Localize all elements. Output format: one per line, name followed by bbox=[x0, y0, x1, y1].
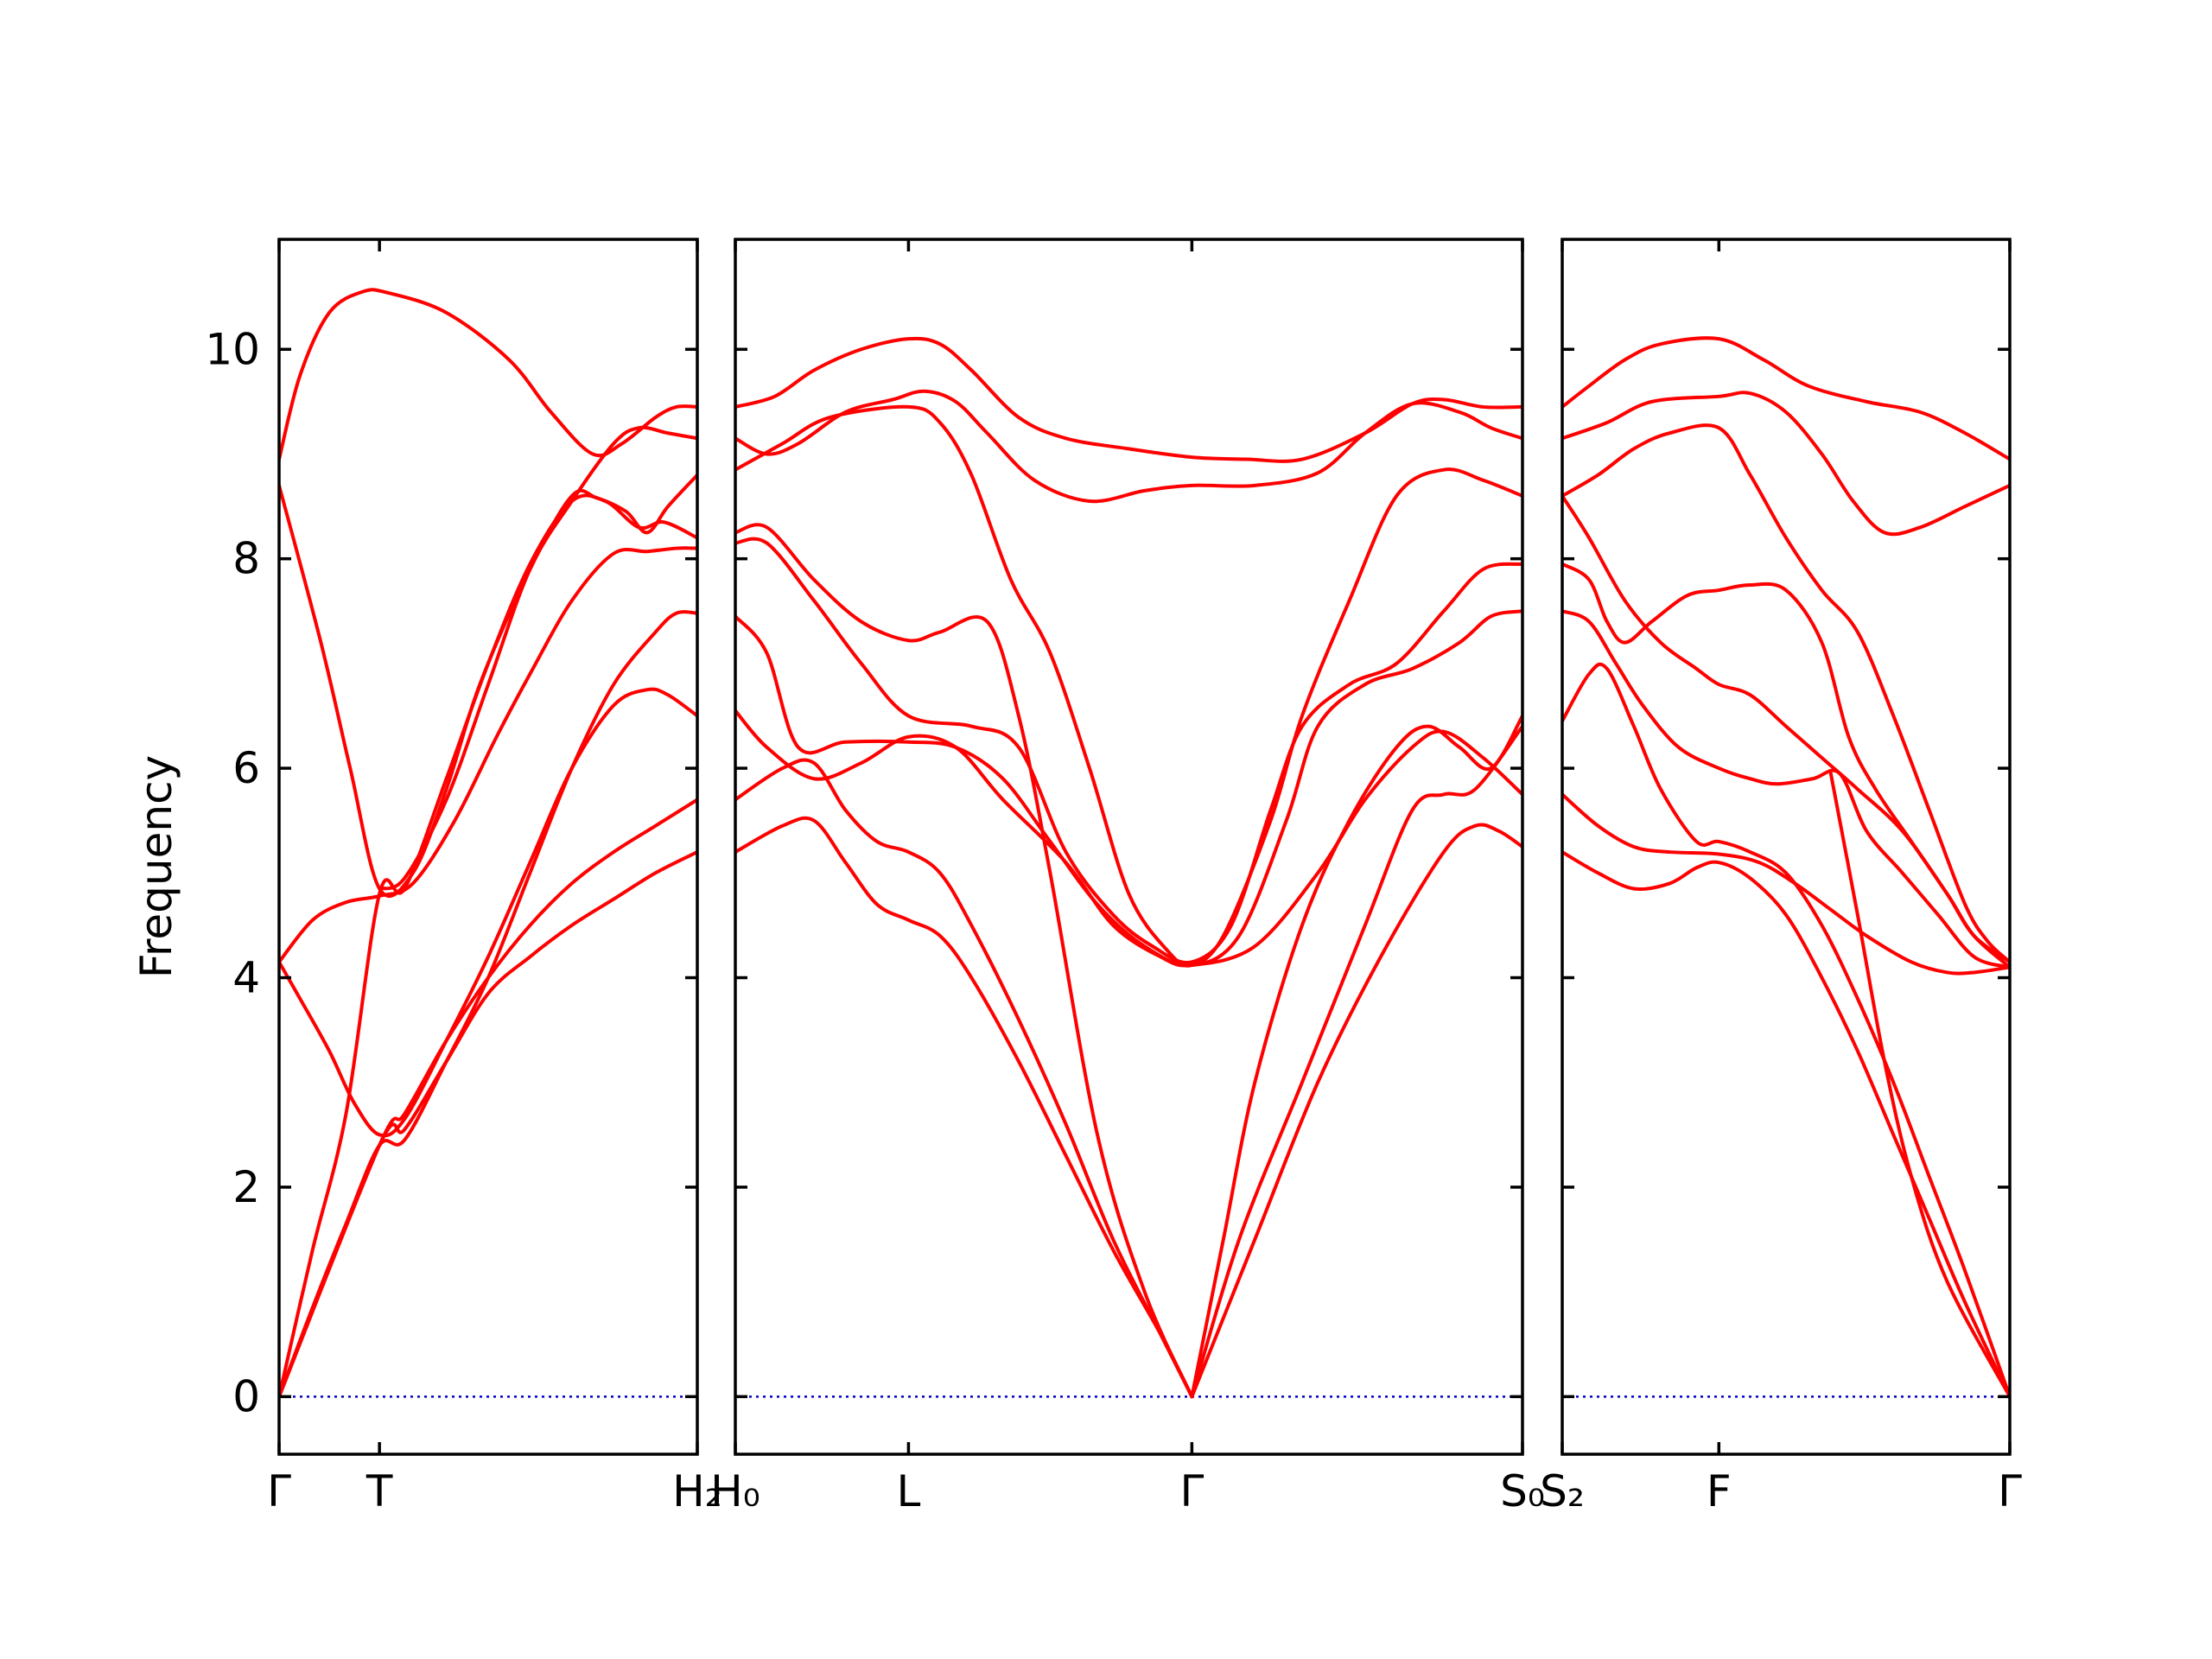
y-tick-label: 6 bbox=[232, 743, 260, 793]
y-tick-label: 8 bbox=[232, 534, 260, 584]
phonon-branch bbox=[1562, 562, 2010, 964]
phonon-branch bbox=[279, 687, 697, 1138]
x-tick-label: Γ bbox=[1179, 1466, 1204, 1516]
panel-frame bbox=[1560, 238, 2012, 1456]
phonon-branch bbox=[279, 798, 697, 1399]
phonon-branch bbox=[735, 758, 1194, 1399]
x-tick-label: F bbox=[1707, 1466, 1732, 1516]
phonon-branch bbox=[279, 288, 697, 461]
x-tick-label: Γ bbox=[1998, 1466, 2022, 1516]
phonon-branch bbox=[735, 816, 1194, 1399]
band-panel-1: Γ T H₂ bbox=[267, 238, 722, 1516]
phonon-branch bbox=[735, 523, 1194, 1399]
phonon-branch bbox=[279, 493, 697, 1399]
y-tick-label: 0 bbox=[232, 1371, 260, 1421]
x-tick-label: S₂ bbox=[1540, 1466, 1585, 1516]
phonon-branch bbox=[1562, 792, 2010, 976]
phonon-branch bbox=[1828, 772, 2010, 1399]
phonon-branch bbox=[1562, 850, 2010, 1399]
phonon-branch bbox=[1190, 823, 1522, 1399]
phonon-branch bbox=[1562, 391, 2010, 537]
band-panel-2: H₀ L Γ S₀ bbox=[710, 238, 1545, 1516]
phonon-branch bbox=[1562, 609, 2010, 969]
band-panel-3: S₂ F Γ bbox=[1540, 238, 2022, 1516]
y-tick-label: 2 bbox=[232, 1162, 260, 1212]
phonon-branch bbox=[1190, 724, 1522, 1399]
x-tick-label: T bbox=[365, 1466, 393, 1516]
phonon-branch bbox=[378, 425, 697, 891]
y-tick-label: 4 bbox=[232, 953, 260, 1003]
phonon-branch bbox=[735, 404, 1522, 968]
x-tick-label: H₂ bbox=[672, 1466, 722, 1516]
phonon-branch bbox=[1562, 423, 2010, 964]
x-tick-label: H₀ bbox=[710, 1466, 760, 1516]
x-tick-label: S₀ bbox=[1500, 1466, 1545, 1516]
phonon-branch bbox=[1190, 714, 1522, 1399]
phonon-branch bbox=[1562, 493, 2010, 969]
phonon-branch bbox=[735, 537, 1522, 965]
phonon-branch bbox=[1562, 336, 2010, 461]
phonon-branch bbox=[735, 709, 1522, 968]
phonon-branch bbox=[279, 850, 697, 1399]
x-tick-label: L bbox=[896, 1466, 920, 1516]
phonon-branch bbox=[279, 546, 697, 964]
phonon-branch bbox=[735, 609, 1522, 968]
panel-frame bbox=[277, 238, 699, 1456]
y-axis-label: Frequency bbox=[131, 755, 181, 978]
phonon-branch bbox=[735, 336, 1522, 463]
y-tick-label: 10 bbox=[205, 324, 260, 374]
x-tick-label: Γ bbox=[267, 1466, 291, 1516]
panel-frame bbox=[734, 238, 1524, 1456]
phonon-branch bbox=[1562, 662, 2010, 1399]
